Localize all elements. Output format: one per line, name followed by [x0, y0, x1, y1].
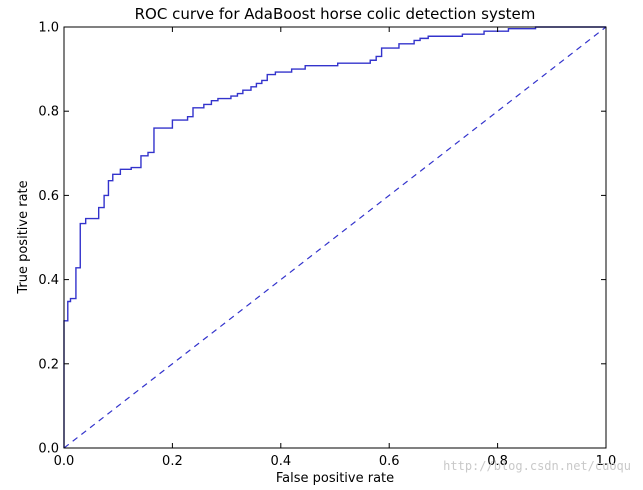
x-axis-ticks: 0.0 0.2 0.4 0.6 0.8 1.0: [54, 27, 617, 469]
x-tick-label: 0.2: [162, 454, 183, 469]
x-tick-label: 0.0: [54, 454, 75, 469]
x-tick-label: 0.6: [379, 454, 400, 469]
y-tick-label: 0.8: [38, 105, 59, 120]
x-tick-label: 1.0: [596, 454, 617, 469]
y-tick-label: 0.4: [38, 273, 59, 288]
x-axis-label: False positive rate: [276, 471, 394, 486]
chart-title: ROC curve for AdaBoost horse colic detec…: [135, 5, 536, 23]
watermark: http://blog.csdn.net/cuoqu: [443, 459, 631, 473]
diagonal-reference-line: [63, 26, 607, 449]
y-tick-label: 0.0: [38, 442, 59, 457]
y-axis-ticks: 0.0 0.2 0.4 0.6 0.8 1.0: [38, 21, 606, 457]
y-tick-label: 1.0: [38, 21, 59, 36]
x-tick-label: 0.4: [270, 454, 291, 469]
y-axis-label: True positive rate: [16, 180, 31, 294]
plot-frame: [63, 26, 607, 449]
roc-curve: [63, 26, 606, 448]
y-tick-label: 0.2: [38, 357, 59, 372]
plot-area: [63, 26, 607, 449]
x-tick-label: 0.8: [487, 454, 508, 469]
y-tick-label: 0.6: [38, 189, 59, 204]
